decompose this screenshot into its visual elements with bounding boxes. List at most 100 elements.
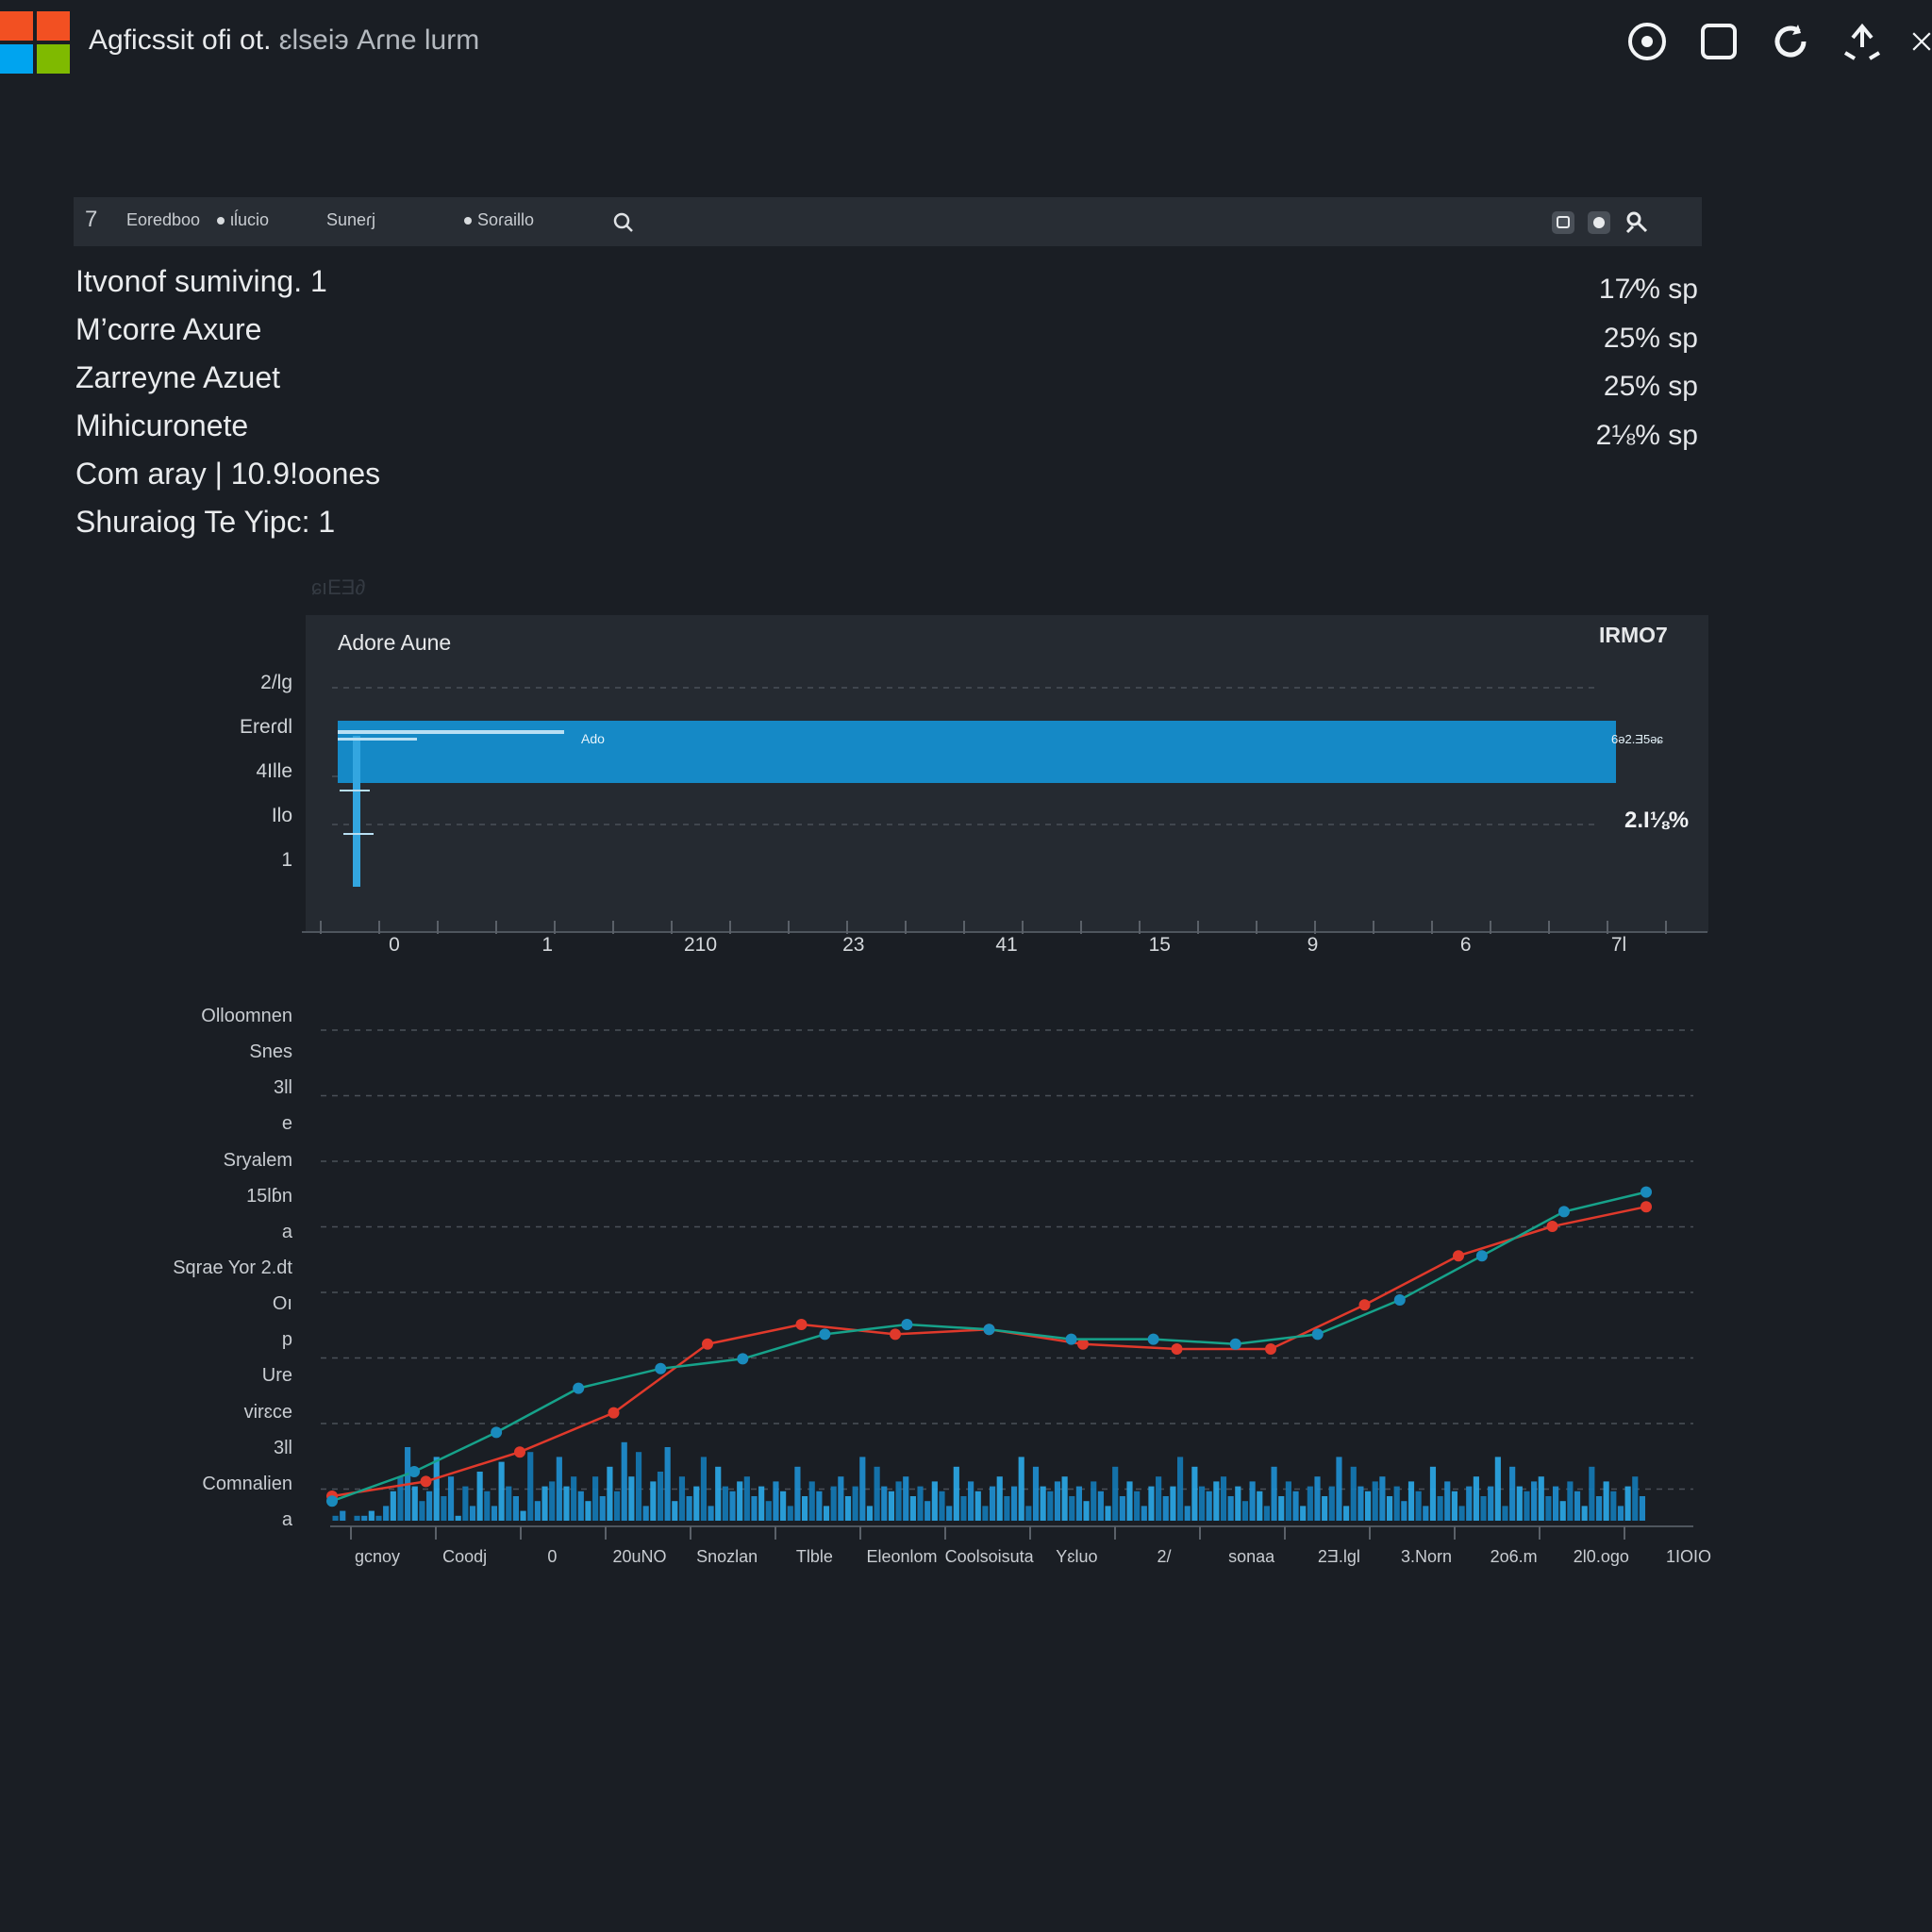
bar-chart-corner-label: IRMO7 xyxy=(1599,623,1668,647)
line-chart-bar xyxy=(729,1491,736,1521)
bullet-icon xyxy=(217,217,225,225)
tools-icon[interactable] xyxy=(1623,208,1651,237)
line-chart-y-label: Snes xyxy=(249,1041,292,1063)
line-chart-bar xyxy=(1191,1466,1198,1521)
bar-chart-inner-label: Ado xyxy=(581,731,605,746)
bar-chart-x-tick-label: 1 xyxy=(541,934,554,956)
toolbar-item-2[interactable]: Suneɾj xyxy=(326,210,376,229)
line-chart-x-label: 1IOIO xyxy=(1665,1547,1712,1566)
stop-icon[interactable] xyxy=(1696,19,1741,64)
bullet-icon xyxy=(464,217,472,225)
toolbar-item-0[interactable]: Eoredboo xyxy=(126,210,201,229)
line-chart-bar xyxy=(758,1486,765,1521)
back-button[interactable]: 7 xyxy=(85,207,98,232)
bar-chart-x-tick-label: 9 xyxy=(1307,934,1319,956)
line-chart-bar xyxy=(996,1476,1003,1521)
line-chart-point xyxy=(1475,1250,1488,1262)
line-chart-bar xyxy=(1610,1491,1617,1521)
line-chart-y-label: Comnalien xyxy=(202,1473,292,1494)
line-chart-bar xyxy=(924,1501,931,1521)
bar-chart-x-tick-label: 23 xyxy=(842,934,865,956)
line-chart-bar xyxy=(498,1461,505,1521)
line-chart-bar xyxy=(614,1491,621,1521)
bar-chart-category-label: Ereɾdl xyxy=(239,716,292,738)
line-chart-bar xyxy=(693,1486,700,1521)
line-chart-bar xyxy=(426,1491,433,1521)
line-chart-point xyxy=(890,1328,901,1341)
line-chart-bar xyxy=(1574,1491,1581,1521)
line-chart-y-label: Sqrae Yor 2.dt xyxy=(173,1257,292,1278)
search-icon[interactable] xyxy=(609,208,638,237)
line-chart-x-label: 2Ǝ.lgl xyxy=(1317,1547,1360,1566)
line-chart-point xyxy=(491,1426,503,1439)
line-chart-point xyxy=(737,1353,749,1365)
summary-values: 17⁄% sp 25% sp 25% sp 2⅛% sp xyxy=(1566,274,1698,468)
line-chart-bar xyxy=(1040,1486,1046,1521)
line-chart-bar xyxy=(1589,1466,1595,1521)
line-chart-bar xyxy=(874,1466,880,1521)
line-chart-bar xyxy=(549,1481,556,1521)
line-chart-bar xyxy=(469,1506,476,1521)
summary-list: Itvonof sumiving. 1 M’corre Axure Zarrey… xyxy=(75,264,380,553)
line-chart-bar xyxy=(411,1486,418,1521)
app-logo-icon xyxy=(0,11,70,74)
line-chart-bar xyxy=(888,1491,894,1521)
line-chart-bar xyxy=(1473,1476,1479,1521)
line-chart-bar xyxy=(657,1472,664,1521)
line-chart-bar xyxy=(1061,1476,1068,1521)
line-chart-bar xyxy=(1119,1496,1125,1521)
line-chart-bar xyxy=(541,1486,548,1521)
bar-chart-x-tick-label: 7l xyxy=(1610,934,1627,956)
line-chart-bar xyxy=(1336,1457,1342,1521)
line-chart-bar xyxy=(1595,1496,1603,1521)
line-chart-bar xyxy=(808,1481,815,1521)
close-icon[interactable] xyxy=(1911,19,1932,64)
bar-chart-category-label: 2/lg xyxy=(260,672,292,693)
line-chart-bar xyxy=(621,1441,627,1521)
line-chart-bar xyxy=(332,1515,339,1521)
bar-chart-x-tick-label: 6 xyxy=(1459,934,1472,956)
line-chart-bar xyxy=(1177,1457,1184,1521)
line-chart-bar xyxy=(903,1476,909,1521)
line-chart-bar xyxy=(787,1506,793,1521)
line-chart-bar xyxy=(563,1486,570,1521)
record-icon[interactable] xyxy=(1624,19,1670,64)
window-mode-icon[interactable] xyxy=(1549,208,1577,237)
line-chart-bar xyxy=(1401,1501,1407,1521)
line-chart-bar xyxy=(1285,1481,1291,1521)
line-chart-bar xyxy=(447,1476,455,1521)
line-chart-x-label: 2Ɩ0.ogo xyxy=(1573,1547,1629,1566)
capture-icon[interactable] xyxy=(1585,208,1613,237)
toolbar-item-1[interactable]: ιĺucio xyxy=(217,210,269,230)
line-chart-bar xyxy=(1444,1481,1451,1521)
line-chart-bar xyxy=(765,1501,772,1521)
refresh-icon[interactable] xyxy=(1768,19,1813,64)
line-chart-bar xyxy=(455,1515,461,1521)
line-chart-bar xyxy=(520,1510,526,1521)
line-chart-bar xyxy=(1134,1491,1141,1521)
line-chart-point xyxy=(608,1407,620,1419)
line-chart-bar xyxy=(592,1476,599,1521)
line-chart-bar xyxy=(743,1476,750,1521)
summary-value: 25% sp xyxy=(1603,371,1698,402)
line-chart-bar xyxy=(700,1457,707,1521)
window-title: Aɡficssit ofi ot. ɛlseiэ Aɾne lurm xyxy=(89,25,480,56)
line-chart-bar xyxy=(830,1486,837,1521)
line-chart-bar xyxy=(1415,1491,1422,1521)
line-chart-bar xyxy=(931,1481,938,1521)
line-chart-x-label: gcnoy xyxy=(354,1547,401,1566)
line-chart-bar xyxy=(1148,1486,1155,1521)
line-chart-x-label: Tlble xyxy=(795,1547,833,1566)
line-chart-bar xyxy=(390,1491,396,1521)
line-chart-y-label: 3ll xyxy=(273,1077,292,1099)
bar-chart-pct-label: 2.I⅛% xyxy=(1624,808,1690,833)
toolbar-item-3[interactable]: Soɾaillo xyxy=(464,210,534,230)
summary-row: Com aray | 10.9!oones xyxy=(75,457,381,491)
share-icon[interactable] xyxy=(1840,19,1885,64)
bar-chart-x-tick-label: 0 xyxy=(389,934,400,956)
line-chart-y-label: 3ll xyxy=(273,1437,292,1458)
line-chart-y-label: a xyxy=(281,1221,292,1242)
line-chart-point xyxy=(901,1319,913,1330)
line-chart-bar xyxy=(672,1501,678,1521)
